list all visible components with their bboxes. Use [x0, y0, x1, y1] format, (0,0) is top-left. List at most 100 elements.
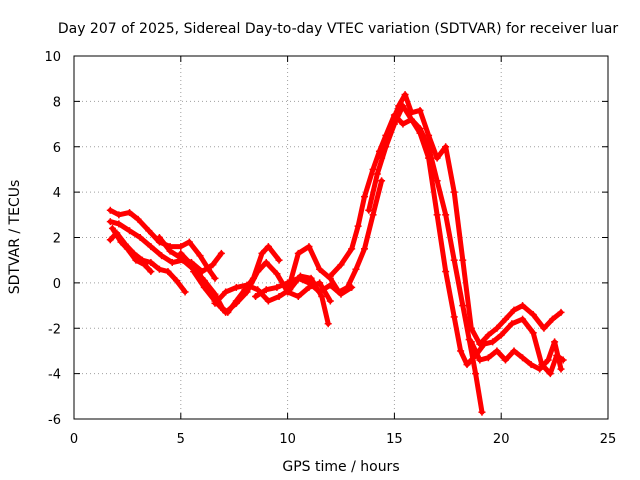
data-point-marker	[546, 370, 554, 378]
series-trace-d	[109, 225, 154, 274]
data-point-marker	[115, 211, 123, 219]
data-point-marker	[360, 193, 368, 201]
data-point-marker	[337, 261, 345, 269]
data-point-marker	[378, 177, 386, 185]
data-point-marker	[476, 356, 484, 364]
y-tick-label: 2	[53, 232, 61, 247]
data-point-marker	[294, 274, 302, 282]
data-point-marker	[386, 125, 394, 133]
data-point-marker	[316, 288, 324, 296]
data-point-marker	[106, 206, 114, 214]
data-point-marker	[158, 252, 166, 260]
data-point-marker	[433, 154, 441, 162]
chart-title: Day 207 of 2025, Sidereal Day-to-day VTE…	[58, 21, 619, 37]
data-point-marker	[425, 131, 433, 139]
data-point-marker	[294, 292, 302, 300]
data-point-marker	[254, 268, 262, 276]
data-point-marker	[343, 283, 351, 291]
data-point-marker	[316, 279, 324, 287]
data-point-marker	[433, 211, 441, 219]
data-point-marker	[459, 256, 467, 264]
data-point-marker	[450, 313, 458, 321]
y-axis-label: SDTVAR / TECUs	[7, 180, 23, 295]
data-point-marker	[484, 331, 492, 339]
data-point-marker	[264, 297, 272, 305]
data-point-marker	[519, 315, 527, 323]
data-point-marker	[294, 249, 302, 257]
data-point-marker	[450, 256, 458, 264]
data-point-marker	[369, 165, 377, 173]
data-point-marker	[147, 258, 155, 266]
x-tick-label: 5	[177, 432, 185, 447]
data-point-marker	[117, 238, 125, 246]
data-point-marker	[177, 243, 185, 251]
data-point-marker	[134, 215, 142, 223]
data-point-marker	[365, 206, 373, 214]
data-point-marker	[450, 188, 458, 196]
data-point-marker	[476, 340, 484, 348]
data-point-marker	[108, 224, 116, 232]
x-tick-label: 15	[386, 432, 403, 447]
data-point-marker	[373, 170, 381, 178]
trace-layer	[106, 91, 567, 416]
data-point-marker	[467, 338, 475, 346]
data-point-marker	[548, 315, 556, 323]
data-point-marker	[527, 361, 535, 369]
data-point-marker	[318, 292, 326, 300]
data-point-marker	[222, 288, 230, 296]
data-point-marker	[442, 143, 450, 151]
data-point-marker	[489, 338, 497, 346]
data-point-marker	[459, 302, 467, 310]
data-point-marker	[407, 116, 415, 124]
data-point-marker	[185, 238, 193, 246]
data-point-marker	[147, 243, 155, 251]
y-tick-label: 6	[53, 141, 61, 156]
plot-frame	[73, 55, 609, 420]
data-point-marker	[316, 265, 324, 273]
data-point-marker	[258, 249, 266, 257]
data-point-marker	[147, 268, 155, 276]
data-point-marker	[209, 261, 217, 269]
data-point-marker	[472, 370, 480, 378]
data-point-marker	[168, 258, 176, 266]
data-point-marker	[196, 252, 204, 260]
data-point-marker	[200, 283, 208, 291]
data-point-marker	[155, 265, 163, 273]
x-tick-label: 20	[493, 432, 510, 447]
data-point-marker	[442, 211, 450, 219]
data-point-marker	[190, 268, 198, 276]
y-tick-label: -4	[48, 368, 61, 383]
data-point-marker	[284, 288, 292, 296]
data-point-marker	[136, 234, 144, 241]
data-point-marker	[243, 281, 251, 289]
data-point-marker	[348, 245, 356, 253]
data-point-marker	[273, 283, 281, 291]
data-point-marker	[123, 245, 131, 253]
data-point-marker	[557, 365, 565, 373]
data-point-marker	[307, 274, 315, 282]
data-point-marker	[551, 338, 559, 346]
data-point-marker	[501, 315, 509, 323]
data-point-marker	[211, 274, 219, 282]
y-tick-label: 4	[53, 186, 61, 201]
y-tick-label: 8	[53, 95, 61, 110]
data-point-marker	[519, 302, 527, 310]
x-tick-label: 10	[279, 432, 296, 447]
data-point-marker	[232, 299, 240, 307]
data-point-marker	[395, 102, 403, 110]
data-point-marker	[252, 292, 260, 300]
data-point-marker	[478, 408, 486, 416]
data-point-marker	[529, 311, 537, 319]
data-point-marker	[335, 288, 343, 296]
x-axis-label: GPS time / hours	[282, 459, 399, 475]
data-point-marker	[145, 227, 153, 235]
data-point-marker	[264, 243, 272, 251]
data-point-marker	[140, 261, 148, 269]
data-point-marker	[442, 268, 450, 276]
y-tick-label: -6	[48, 413, 61, 428]
y-tick-label: -2	[48, 322, 61, 337]
data-point-marker	[305, 243, 313, 251]
data-point-marker	[126, 209, 134, 217]
data-point-marker	[463, 361, 471, 369]
data-point-marker	[324, 320, 332, 328]
